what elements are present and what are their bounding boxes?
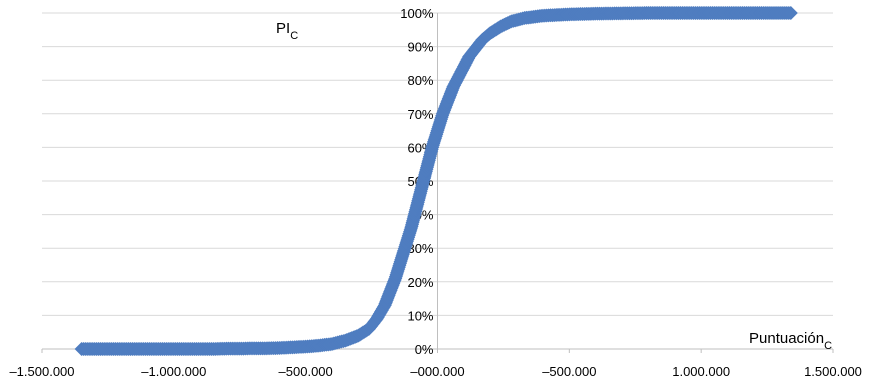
data-point [783, 6, 798, 20]
y-tick-label: 20% [407, 275, 433, 290]
y-tick-label: 70% [407, 107, 433, 122]
y-tick-label: 0% [415, 342, 434, 357]
x-tick-label: –500.000 [542, 364, 596, 379]
x-tick-label: 1.500.000 [804, 364, 862, 379]
y-axis-title-main: PI [276, 20, 290, 37]
y-tick-label: 100% [400, 6, 434, 21]
y-tick-label: 80% [407, 73, 433, 88]
y-tick-label: 30% [407, 241, 433, 256]
y-tick-label: 10% [407, 308, 433, 323]
y-axis-title: PIC [276, 20, 298, 42]
data-points [74, 6, 798, 356]
y-axis-title-subscript: C [290, 30, 298, 42]
x-axis-tick-labels: –1.500.000 –1.000.000 –500.000 –000.000 –500… [9, 364, 861, 379]
y-tick-label: 90% [407, 40, 433, 55]
x-tick-label: –1.000.000 [141, 364, 206, 379]
x-tick-label: –000.000 [410, 364, 464, 379]
x-axis-title-main: Puntuación [749, 330, 824, 347]
x-tick-label: 1.000.000 [672, 364, 730, 379]
x-tick-label: –500.000 [279, 364, 333, 379]
x-axis-title: PuntuaciónC [749, 330, 832, 352]
x-tick-label: –1.500.000 [9, 364, 74, 379]
x-axis-title-subscript: C [824, 340, 832, 352]
